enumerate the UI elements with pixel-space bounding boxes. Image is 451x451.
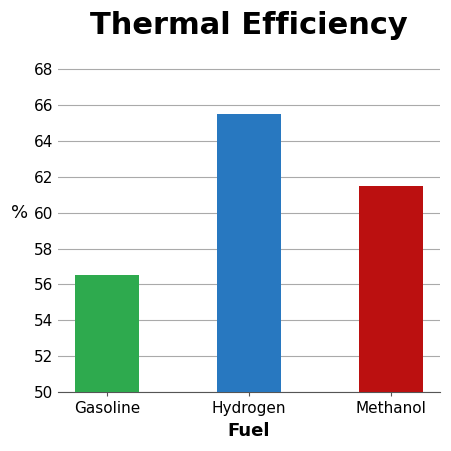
Bar	[359, 186, 423, 451]
Bar	[75, 276, 139, 451]
Y-axis label: %: %	[11, 203, 28, 221]
Bar	[217, 114, 281, 451]
Title: Thermal Efficiency: Thermal Efficiency	[90, 11, 408, 40]
X-axis label: Fuel: Fuel	[228, 422, 270, 440]
